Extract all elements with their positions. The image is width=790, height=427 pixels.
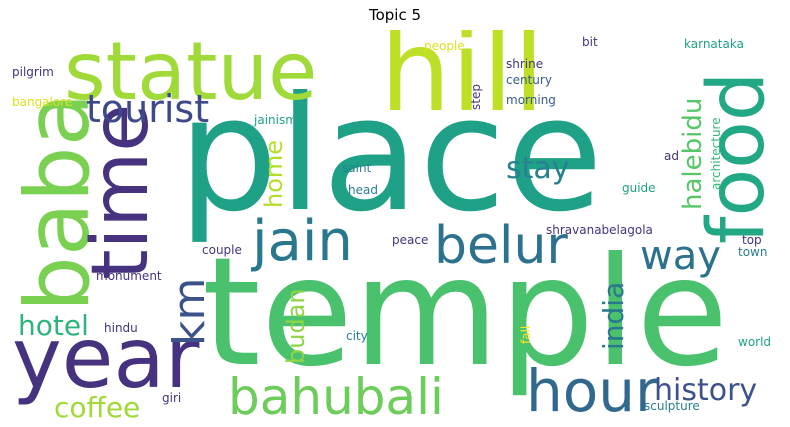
word-jainism: jainism [254,113,297,127]
word-peace: peace [392,233,429,247]
word-year: year [12,309,200,407]
word-fall: fall [519,325,533,344]
chart-title: Topic 5 [368,6,422,24]
word-km: km [164,277,215,346]
word-step: step [469,84,483,110]
word-morning: morning [506,93,556,107]
word-stay: stay [506,151,570,186]
word-hotel: hotel [18,309,89,342]
word-tourist: tourist [86,87,210,131]
word-bahubali: bahubali [228,368,444,426]
word-sculpture: sculpture [644,399,700,413]
word-top: top [742,233,762,247]
word-shravanabelagola: shravanabelagola [546,223,653,237]
word-shrine: shrine [506,57,544,71]
word-bit: bit [582,35,598,49]
word-home: home [260,139,288,208]
word-belur: belur [434,216,568,276]
word-cloud: place temple hill statue baba time year … [0,30,790,427]
word-hindu: hindu [104,321,138,335]
word-way: way [640,233,721,279]
word-statue: statue [64,30,318,118]
word-town: town [738,245,768,259]
word-pilgrim: pilgrim [12,65,54,79]
word-history: history [654,373,758,408]
word-giri: giri [162,391,182,405]
word-city: city [346,329,368,343]
word-world: world [738,335,772,349]
word-jain: jain [252,209,353,274]
word-ad: ad [664,149,679,163]
word-budan: budan [282,288,310,364]
word-temple: temple [202,226,729,400]
word-hour: hour [526,357,659,425]
word-bangalore: bangalore [12,95,73,109]
word-monument: monument [96,269,162,283]
word-coffee: coffee [54,391,141,424]
word-place: place [178,63,604,247]
word-karnataka: karnataka [684,37,744,51]
word-guide: guide [622,181,656,195]
word-head: head [348,183,378,197]
word-people: people [424,39,465,53]
word-halebidu: halebidu [678,97,708,210]
word-century: century [506,73,552,87]
word-saint: saint [342,161,372,175]
word-hill: hill [380,30,545,137]
word-india: india [597,281,630,350]
word-couple: couple [202,243,242,257]
word-architecture: architecture [709,117,723,190]
